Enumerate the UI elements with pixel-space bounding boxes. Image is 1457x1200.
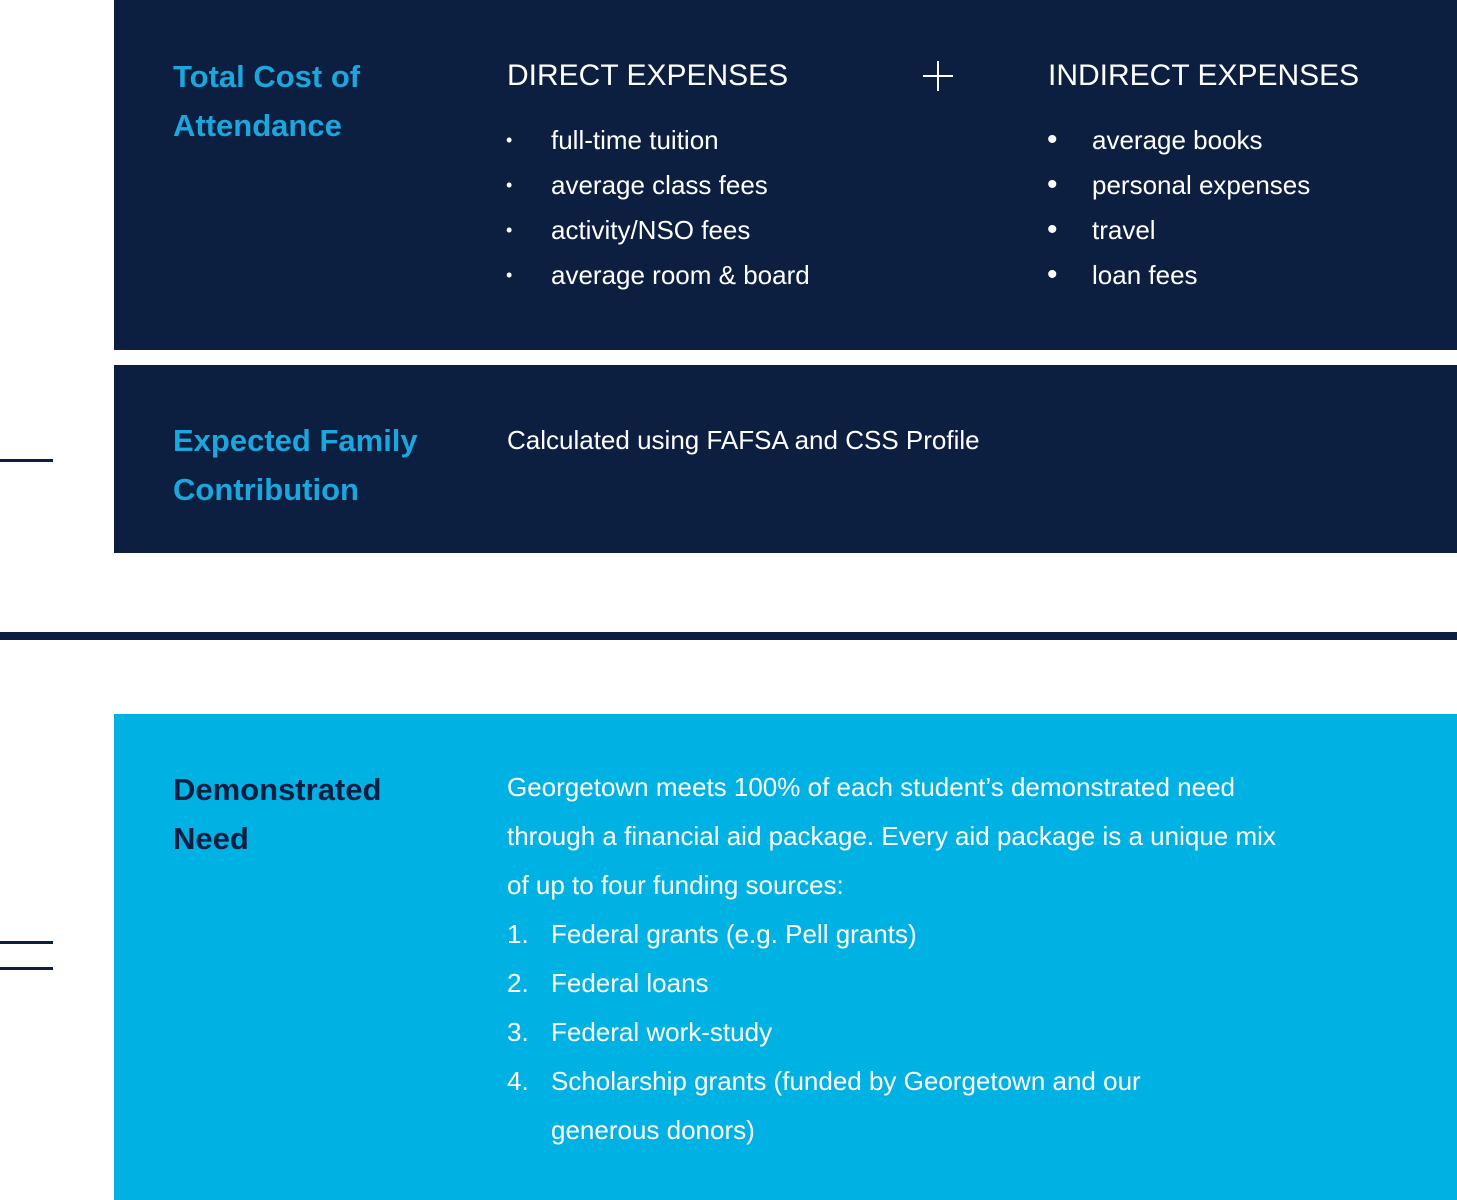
contribution-panel [114, 365, 1457, 553]
section-label: Total Cost of Attendance [173, 59, 361, 143]
bullet: • [1047, 123, 1058, 156]
bullet: • [506, 265, 513, 285]
bullet: • [506, 130, 513, 150]
list-item: full-time tuition [551, 125, 719, 155]
list-number: 1. [507, 919, 529, 949]
list-number: 3. [507, 1017, 529, 1047]
bullet: • [1047, 168, 1058, 201]
minus-sign [0, 459, 53, 462]
paragraph-line: Georgetown meets 100% of each student’s … [507, 772, 1235, 802]
list-number: 4. [507, 1066, 529, 1096]
list-number: 2. [507, 968, 529, 998]
bullet: • [1047, 258, 1058, 291]
equals-sign [0, 967, 53, 970]
body-text: Calculated using FAFSA and CSS Profile [507, 425, 980, 455]
list-item: loan fees [1092, 260, 1198, 290]
list-item: Federal work-study [551, 1017, 773, 1047]
cost-panel [114, 0, 1457, 350]
need-panel [114, 714, 1457, 1200]
list-item: travel [1092, 215, 1156, 245]
list-item: personal expenses [1092, 170, 1311, 200]
list-item: Federal loans [551, 968, 709, 998]
divider [0, 632, 1457, 640]
paragraph-line: of up to four funding sources: [507, 870, 844, 900]
list-item: average class fees [551, 170, 768, 200]
equals-sign [0, 941, 53, 944]
column-title: DIRECT EXPENSES [507, 59, 789, 92]
section-label: Demonstrated Need [173, 772, 382, 856]
column-title: INDIRECT EXPENSES [1048, 59, 1360, 92]
bullet: • [1047, 213, 1058, 246]
list-item: activity/NSO fees [551, 215, 751, 245]
bullet: • [506, 220, 513, 240]
plus-sign [937, 61, 939, 91]
section-label: Expected Family Contribution [173, 423, 418, 507]
list-item: average room & board [551, 260, 810, 290]
list-item: Federal grants (e.g. Pell grants) [551, 919, 917, 949]
list-item: Scholarship grants (funded by Georgetown… [551, 1066, 1141, 1145]
bullet: • [506, 175, 513, 195]
paragraph-line: through a financial aid package. Every a… [507, 821, 1276, 851]
list-item: average books [1092, 125, 1263, 155]
